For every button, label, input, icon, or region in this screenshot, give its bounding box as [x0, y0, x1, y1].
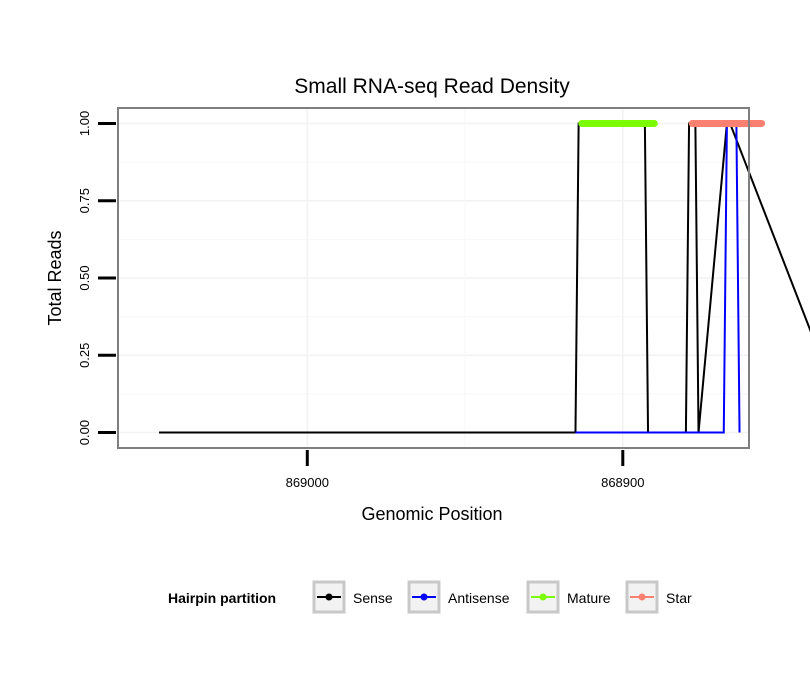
- x-axis-label: Genomic Position: [361, 504, 502, 524]
- plot-border: [117, 107, 750, 449]
- y-axis-label: Total Reads: [45, 230, 65, 325]
- legend-label-mature: Mature: [567, 590, 611, 606]
- legend-title: Hairpin partition: [168, 590, 276, 606]
- legend: Hairpin partition Sense Antisense Mature St…: [168, 580, 692, 614]
- y-tick-label: 0.50: [77, 265, 92, 290]
- series-layer: [159, 119, 810, 434]
- grid: [118, 108, 749, 448]
- legend-label-star: Star: [666, 590, 692, 606]
- legend-marker-star: [638, 593, 646, 601]
- x-tick-label: 868900: [601, 475, 644, 490]
- y-tick-label: 0.25: [77, 343, 92, 368]
- legend-marker-mature: [539, 593, 547, 601]
- axes: 0.00 0.25 0.50 0.75 1.00 869000 868900: [77, 111, 644, 490]
- legend-marker-sense: [325, 593, 333, 601]
- y-tick-label: 1.00: [77, 111, 92, 136]
- chart-title: Small RNA-seq Read Density: [294, 75, 570, 98]
- y-tick-label: 0.00: [77, 420, 92, 445]
- legend-marker-antisense: [420, 593, 428, 601]
- y-tick-label: 0.75: [77, 188, 92, 213]
- legend-label-antisense: Antisense: [448, 590, 510, 606]
- legend-label-sense: Sense: [353, 590, 393, 606]
- x-tick-label: 869000: [286, 475, 329, 490]
